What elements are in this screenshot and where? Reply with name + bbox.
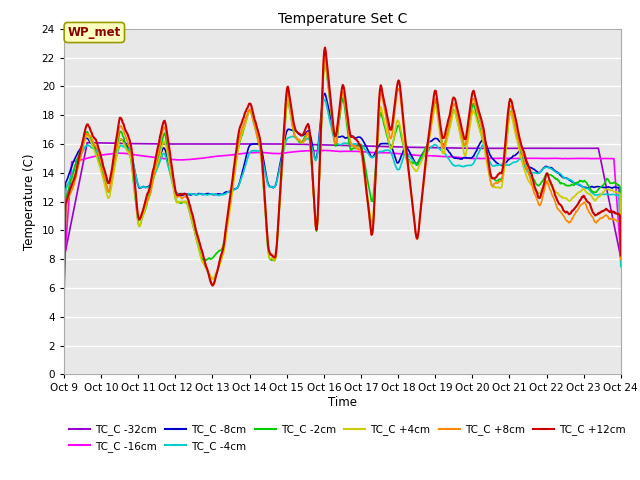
TC_C -8cm (127, 151, 135, 157)
TC_C -16cm (127, 152, 135, 157)
TC_C -4cm (321, 96, 329, 102)
TC_C -4cm (127, 152, 135, 158)
TC_C +4cm (184, 203, 192, 208)
TC_C -32cm (128, 141, 136, 146)
Line: TC_C -2cm: TC_C -2cm (64, 61, 621, 289)
Line: TC_C -16cm: TC_C -16cm (64, 150, 621, 268)
TC_C +12cm (428, 114, 435, 120)
TC_C -8cm (70, 157, 78, 163)
TC_C +8cm (70, 181, 78, 187)
Line: TC_C +12cm: TC_C +12cm (64, 48, 621, 291)
TC_C -32cm (185, 141, 193, 147)
TC_C +12cm (127, 145, 135, 151)
Line: TC_C +4cm: TC_C +4cm (64, 60, 621, 292)
TC_C +4cm (321, 58, 329, 63)
TC_C -8cm (411, 159, 419, 165)
TC_C -4cm (70, 165, 78, 171)
TC_C +4cm (428, 125, 435, 131)
TC_C -4cm (184, 192, 192, 197)
Line: TC_C -4cm: TC_C -4cm (64, 99, 621, 266)
TC_C +4cm (617, 236, 625, 241)
TC_C -2cm (428, 121, 435, 127)
TC_C -2cm (60, 287, 68, 292)
TC_C -8cm (617, 259, 625, 264)
TC_C -32cm (428, 145, 435, 151)
TC_C -8cm (184, 192, 192, 197)
TC_C -16cm (428, 153, 435, 159)
X-axis label: Time: Time (328, 396, 357, 409)
TC_C -2cm (184, 203, 192, 209)
TC_C +8cm (214, 267, 221, 273)
TC_C +8cm (321, 51, 329, 57)
TC_C +12cm (60, 288, 68, 294)
Line: TC_C +8cm: TC_C +8cm (64, 54, 621, 292)
TC_C -8cm (428, 138, 435, 144)
TC_C +8cm (184, 197, 192, 203)
Legend: TC_C -32cm, TC_C -16cm, TC_C -8cm, TC_C -4cm, TC_C -2cm, TC_C +4cm, TC_C +8cm, T: TC_C -32cm, TC_C -16cm, TC_C -8cm, TC_C … (69, 424, 626, 452)
TC_C -32cm (411, 144, 419, 150)
TC_C -16cm (184, 156, 192, 162)
Text: WP_met: WP_met (68, 26, 121, 39)
TC_C -32cm (83, 140, 91, 145)
TC_C -16cm (321, 147, 329, 153)
TC_C +8cm (617, 257, 625, 263)
TC_C +4cm (60, 289, 68, 295)
TC_C +4cm (127, 158, 135, 164)
TC_C -16cm (214, 153, 221, 159)
Y-axis label: Temperature (C): Temperature (C) (23, 153, 36, 250)
TC_C +4cm (411, 167, 419, 173)
TC_C -2cm (214, 250, 221, 256)
TC_C -2cm (321, 59, 329, 64)
TC_C -4cm (617, 264, 625, 269)
TC_C -8cm (321, 91, 329, 96)
TC_C +12cm (617, 252, 625, 258)
TC_C -8cm (60, 258, 68, 264)
TC_C -16cm (617, 253, 625, 259)
TC_C -4cm (214, 192, 221, 198)
TC_C -2cm (127, 160, 135, 166)
Line: TC_C -8cm: TC_C -8cm (64, 94, 621, 262)
TC_C -16cm (70, 158, 78, 164)
TC_C +8cm (127, 152, 135, 157)
TC_C +12cm (411, 222, 419, 228)
TC_C +8cm (411, 224, 419, 229)
TC_C -32cm (60, 256, 68, 262)
TC_C -4cm (60, 263, 68, 268)
TC_C -2cm (617, 230, 625, 236)
TC_C -4cm (411, 160, 419, 166)
TC_C -4cm (428, 144, 435, 150)
Line: TC_C -32cm: TC_C -32cm (64, 143, 621, 259)
TC_C -2cm (70, 168, 78, 173)
TC_C -32cm (70, 205, 78, 211)
TC_C +12cm (184, 196, 192, 202)
TC_C +12cm (321, 45, 329, 50)
TC_C +12cm (70, 176, 78, 182)
Title: Temperature Set C: Temperature Set C (278, 12, 407, 26)
TC_C -16cm (60, 265, 68, 271)
TC_C +12cm (214, 269, 221, 275)
TC_C -32cm (214, 141, 222, 147)
TC_C -32cm (617, 255, 625, 261)
TC_C +8cm (428, 122, 435, 128)
TC_C +4cm (70, 174, 78, 180)
TC_C +4cm (214, 267, 221, 273)
TC_C -2cm (411, 160, 419, 166)
TC_C -16cm (411, 152, 419, 158)
TC_C -8cm (214, 192, 221, 197)
TC_C +8cm (60, 289, 68, 295)
